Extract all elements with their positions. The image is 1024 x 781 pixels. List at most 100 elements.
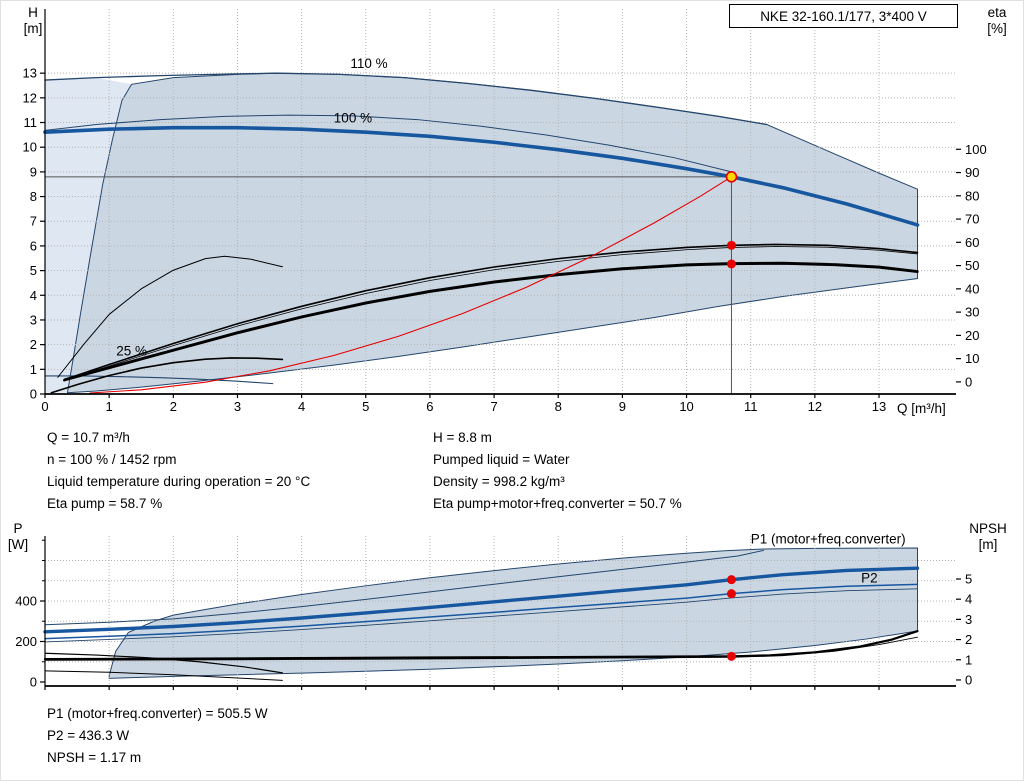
info-line-head: H = 8.8 m bbox=[433, 430, 492, 445]
svg-text:10: 10 bbox=[679, 399, 693, 414]
svg-text:100: 100 bbox=[965, 142, 987, 157]
duty-conditions-right: H = 8.8 m Pumped liquid = Water Density … bbox=[433, 427, 682, 515]
svg-text:1: 1 bbox=[965, 652, 972, 667]
low-flow-region bbox=[45, 77, 132, 393]
eta-axis-symbol: eta bbox=[987, 5, 1007, 20]
curve-110pct bbox=[44, 72, 768, 126]
svg-text:5: 5 bbox=[362, 399, 369, 414]
npsh-axis-title: NPSH [m] bbox=[957, 521, 1019, 553]
power-axis-unit: [W] bbox=[7, 537, 29, 552]
svg-text:7: 7 bbox=[490, 399, 497, 414]
curves bbox=[43, 72, 920, 395]
eta-total-marker bbox=[726, 259, 736, 269]
info-line-eta-pump: Eta pump = 58.7 % bbox=[47, 496, 163, 511]
svg-text:11: 11 bbox=[24, 115, 38, 130]
svg-text:4: 4 bbox=[298, 399, 305, 414]
eta-curve-25pct bbox=[57, 255, 283, 378]
curve-100pct-thin bbox=[44, 114, 732, 173]
svg-text:10: 10 bbox=[23, 140, 37, 155]
svg-text:60: 60 bbox=[965, 235, 979, 250]
curve-p1 bbox=[43, 566, 920, 634]
info-line-liquid: Pumped liquid = Water bbox=[433, 452, 570, 467]
head-axis-unit: [m] bbox=[23, 21, 43, 36]
eta-total bbox=[63, 262, 919, 382]
npsh-axis-symbol: NPSH bbox=[969, 521, 1007, 536]
npsh-marker bbox=[726, 651, 736, 661]
label-p1: P1 (motor+freq.converter) bbox=[751, 531, 906, 546]
svg-text:6: 6 bbox=[426, 399, 433, 414]
curves bbox=[43, 549, 920, 681]
label-25pct: 25 % bbox=[116, 344, 147, 359]
p2-marker bbox=[726, 589, 736, 599]
power-npsh-chart: 0 200 400 0 1 2 3 4 5 P1 (motor+freq.converter) P2 bbox=[15, 531, 972, 690]
svg-text:0: 0 bbox=[30, 674, 37, 689]
svg-text:90: 90 bbox=[965, 165, 979, 180]
svg-text:3: 3 bbox=[965, 612, 972, 627]
curve-100pct bbox=[43, 125, 920, 227]
svg-text:400: 400 bbox=[15, 593, 37, 608]
svg-text:0: 0 bbox=[965, 374, 972, 389]
info-line-flow: Q = 10.7 m³/h bbox=[47, 430, 130, 445]
markers bbox=[726, 575, 736, 661]
svg-text:12: 12 bbox=[808, 399, 822, 414]
svg-text:0: 0 bbox=[41, 399, 48, 414]
head-axis-title: H [m] bbox=[15, 5, 51, 37]
svg-text:2: 2 bbox=[965, 632, 972, 647]
svg-text:13: 13 bbox=[872, 399, 886, 414]
svg-text:4: 4 bbox=[965, 592, 972, 607]
info-line-p1: P1 (motor+freq.converter) = 505.5 W bbox=[47, 706, 268, 721]
eta-axis-unit: [%] bbox=[987, 21, 1007, 36]
svg-text:5: 5 bbox=[965, 572, 972, 587]
svg-text:Q [m³/h]: Q [m³/h] bbox=[897, 401, 946, 416]
gridlines bbox=[45, 9, 956, 394]
svg-text:6: 6 bbox=[30, 238, 37, 253]
svg-text:1: 1 bbox=[106, 399, 113, 414]
svg-text:4: 4 bbox=[30, 288, 37, 303]
control-curve bbox=[89, 176, 733, 394]
svg-text:70: 70 bbox=[965, 212, 979, 227]
eta-total-thin bbox=[63, 261, 918, 380]
svg-text:20: 20 bbox=[965, 328, 979, 343]
svg-text:40: 40 bbox=[965, 281, 979, 296]
svg-text:11: 11 bbox=[744, 399, 758, 414]
markers bbox=[725, 171, 738, 269]
svg-text:9: 9 bbox=[619, 399, 626, 414]
svg-text:80: 80 bbox=[965, 188, 979, 203]
curve-labels: 110 % 100 % 25 % bbox=[116, 56, 387, 359]
curve-p2-thin bbox=[44, 588, 918, 643]
curve-labels: P1 (motor+freq.converter) P2 bbox=[751, 531, 906, 585]
svg-text:0: 0 bbox=[30, 387, 37, 402]
info-line-p2: P2 = 436.3 W bbox=[47, 728, 130, 743]
svg-text:12: 12 bbox=[23, 90, 37, 105]
svg-text:10: 10 bbox=[965, 351, 979, 366]
label-p2: P2 bbox=[861, 570, 878, 585]
qh-eta-chart: 0 1 2 3 4 5 6 7 8 9 10 11 12 130123456789101112130102… bbox=[23, 9, 987, 416]
svg-text:5: 5 bbox=[30, 263, 37, 278]
duty-conditions-left: Q = 10.7 m³/h n = 100 % / 1452 rpm Liqui… bbox=[47, 427, 310, 515]
info-line-eta-total: Eta pump+motor+freq.converter = 50.7 % bbox=[433, 496, 682, 511]
npsh bbox=[43, 629, 919, 661]
pump-model-title: NKE 32-160.1/177, 3*400 V bbox=[729, 4, 958, 28]
svg-text:3: 3 bbox=[234, 399, 241, 414]
svg-text:3: 3 bbox=[30, 312, 37, 327]
svg-text:8: 8 bbox=[555, 399, 562, 414]
label-110pct: 110 % bbox=[350, 56, 387, 71]
curve-p1-110pct bbox=[44, 549, 765, 626]
svg-text:13: 13 bbox=[23, 66, 37, 81]
eta-pump-marker bbox=[726, 240, 736, 250]
svg-text:8: 8 bbox=[30, 189, 37, 204]
svg-text:0: 0 bbox=[965, 672, 972, 687]
info-line-density: Density = 998.2 kg/m³ bbox=[433, 474, 565, 489]
label-100pct: 100 % bbox=[334, 111, 372, 126]
info-line-npsh: NPSH = 1.17 m bbox=[47, 750, 142, 765]
curve-p2 bbox=[44, 583, 919, 640]
npsh-axis-unit: [m] bbox=[978, 537, 998, 552]
eta-axis-title: eta [%] bbox=[975, 5, 1019, 37]
eta-pump bbox=[63, 243, 919, 381]
svg-text:30: 30 bbox=[965, 305, 979, 320]
power-axis-title: P [W] bbox=[1, 521, 35, 553]
power-axis-symbol: P bbox=[13, 521, 23, 536]
curve-25pct-black bbox=[50, 357, 284, 394]
power-results: P1 (motor+freq.converter) = 505.5 W P2 =… bbox=[47, 703, 268, 769]
